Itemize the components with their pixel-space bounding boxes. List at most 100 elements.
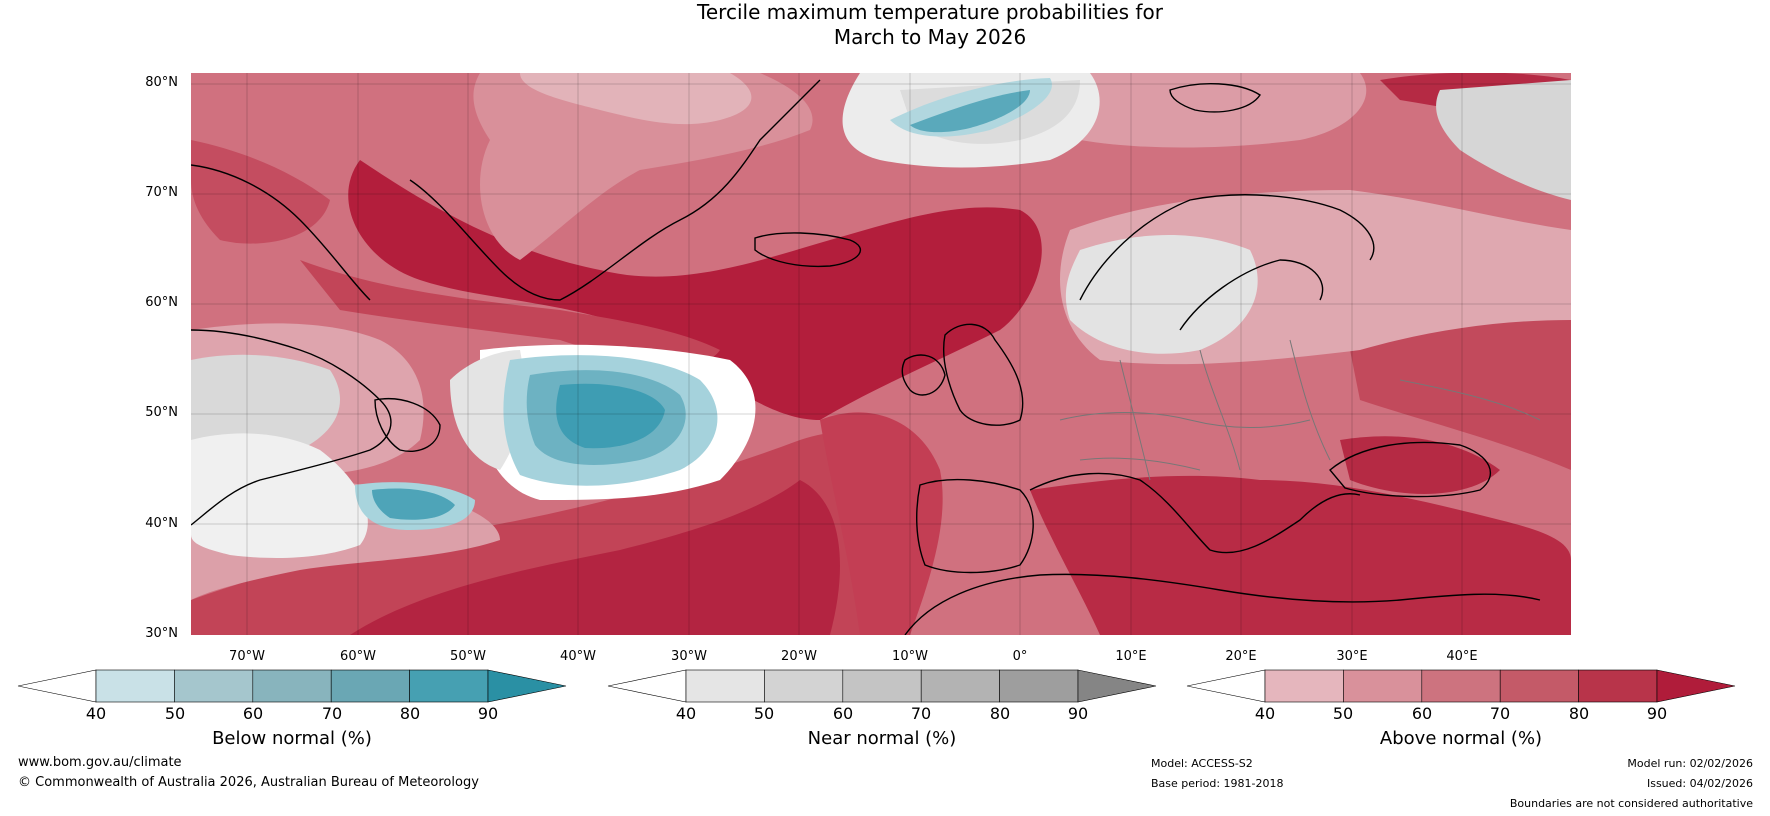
colorbars — [17, 669, 1736, 703]
lon-label-70w: 70°W — [229, 649, 265, 664]
lat-label-30n: 30°N — [145, 626, 178, 641]
coast-iceland — [754, 232, 862, 268]
title-line-2: March to May 2026 — [833, 25, 1027, 49]
above-tick-90: 90 — [1646, 704, 1668, 723]
lon-label-50w: 50°W — [450, 649, 486, 664]
colorbar-near-max-arrow — [1077, 669, 1157, 703]
footer-disclaimer: Boundaries are not considered authoritat… — [1509, 797, 1753, 810]
colorbar-below-segment — [174, 669, 254, 703]
colorbar-below-max-arrow — [487, 669, 567, 703]
border-4 — [1289, 339, 1331, 461]
footer-issued: Issued: 04/02/2026 — [1646, 777, 1753, 790]
lon-label-30w: 30°W — [671, 649, 707, 664]
footer-model-run: Model run: 02/02/2026 — [1627, 757, 1753, 770]
colorbar-below-segment — [330, 669, 410, 703]
lat-label-60n: 60°N — [145, 295, 178, 310]
near-tick-90: 90 — [1067, 704, 1089, 723]
below-tick-60: 60 — [242, 704, 264, 723]
lat-lon-grid — [191, 73, 1571, 635]
colorbar-near-min-arrow — [607, 669, 687, 703]
region-arctic-pale — [520, 73, 752, 125]
above-tick-70: 70 — [1489, 704, 1511, 723]
near-tick-60: 60 — [832, 704, 854, 723]
region-nw-arctic-grey — [1436, 80, 1571, 200]
colorbar-near-segment — [842, 669, 922, 703]
region-arctic-pink — [473, 73, 813, 260]
below-tick-90: 90 — [477, 704, 499, 723]
lat-label-40n: 40°N — [145, 516, 178, 531]
colorbar-above-max-arrow — [1656, 669, 1736, 703]
lon-label-30e: 30°E — [1336, 649, 1368, 664]
colorbar-below-min-arrow — [17, 669, 97, 703]
coast-greenland — [191, 79, 821, 301]
border-5 — [1079, 457, 1201, 471]
border-3 — [1199, 349, 1241, 471]
coast-uk — [943, 323, 1024, 426]
coast-scandinavia — [1079, 194, 1375, 331]
coast-ireland — [901, 354, 946, 396]
region-atlantic-cyan-3 — [556, 383, 665, 449]
title-line-1: Tercile maximum temperature probabilitie… — [697, 0, 1163, 24]
near-tick-70: 70 — [910, 704, 932, 723]
below-tick-50: 50 — [164, 704, 186, 723]
country-borders — [1059, 339, 1541, 481]
region-black-sea — [1340, 436, 1500, 494]
footer-website: www.bom.gov.au/climate — [18, 755, 182, 770]
border-6 — [1399, 379, 1541, 421]
colorbar-above-segment — [1264, 669, 1344, 703]
lon-label-20e: 20°E — [1225, 649, 1257, 664]
colorbar-above-segment — [1343, 669, 1423, 703]
lon-label-0: 0° — [1012, 649, 1028, 664]
colorbar-above-segment — [1421, 669, 1501, 703]
map-field — [191, 73, 1571, 635]
footer-model: Model: ACCESS-S2 — [1151, 757, 1253, 770]
lat-label-70n: 70°N — [145, 185, 178, 200]
above-tick-40: 40 — [1254, 704, 1276, 723]
lon-label-20w: 20°W — [781, 649, 817, 664]
colorbar-near-segment — [920, 669, 1000, 703]
coastlines — [191, 79, 1541, 635]
near-tick-80: 80 — [989, 704, 1011, 723]
lon-label-60w: 60°W — [340, 649, 376, 664]
region-mediterranean — [1030, 475, 1571, 635]
region-newfoundland-cyan-2 — [372, 488, 455, 520]
region-greenland-sea-cyan-2 — [910, 90, 1030, 133]
colorbar-near-segment — [999, 669, 1079, 703]
region-north-atlantic-band — [348, 160, 1042, 420]
coast-newfoundland — [374, 398, 441, 452]
footer-base-period: Base period: 1981-2018 — [1151, 777, 1284, 790]
above-tick-60: 60 — [1411, 704, 1433, 723]
above-tick-80: 80 — [1568, 704, 1590, 723]
below-tick-70: 70 — [321, 704, 343, 723]
region-atlantic-light-grey — [450, 350, 524, 470]
coast-svalbard — [1169, 82, 1261, 113]
border-2 — [1119, 359, 1151, 481]
colorbar-near-title: Near normal (%) — [807, 728, 957, 749]
region-scandinavia-grey — [1065, 235, 1258, 354]
colorbar-near-segment — [685, 669, 765, 703]
lon-label-40e: 40°E — [1446, 649, 1478, 664]
coast-north-africa — [904, 573, 1541, 635]
colorbar-below-title: Below normal (%) — [212, 728, 372, 749]
lat-label-80n: 80°N — [145, 75, 178, 90]
below-tick-40: 40 — [85, 704, 107, 723]
colorbar-below-segment — [95, 669, 175, 703]
below-tick-80: 80 — [399, 704, 421, 723]
colorbar-above-segment — [1578, 669, 1658, 703]
border-1 — [1059, 412, 1311, 428]
colorbar-above-min-arrow — [1186, 669, 1266, 703]
near-tick-40: 40 — [675, 704, 697, 723]
coast-europe-south — [1029, 472, 1361, 554]
region-svalbard-pink — [1020, 73, 1367, 148]
lon-label-10w: 10°W — [892, 649, 928, 664]
lon-label-10e: 10°E — [1115, 649, 1147, 664]
region-east-europe — [1350, 310, 1571, 470]
lat-label-50n: 50°N — [145, 405, 178, 420]
colorbar-below-segment — [409, 669, 489, 703]
region-greenland-east — [191, 140, 330, 244]
colorbar-above-segment — [1499, 669, 1579, 703]
near-tick-50: 50 — [753, 704, 775, 723]
footer-copyright: © Commonwealth of Australia 2026, Austra… — [18, 775, 479, 790]
coast-labrador — [191, 329, 392, 526]
